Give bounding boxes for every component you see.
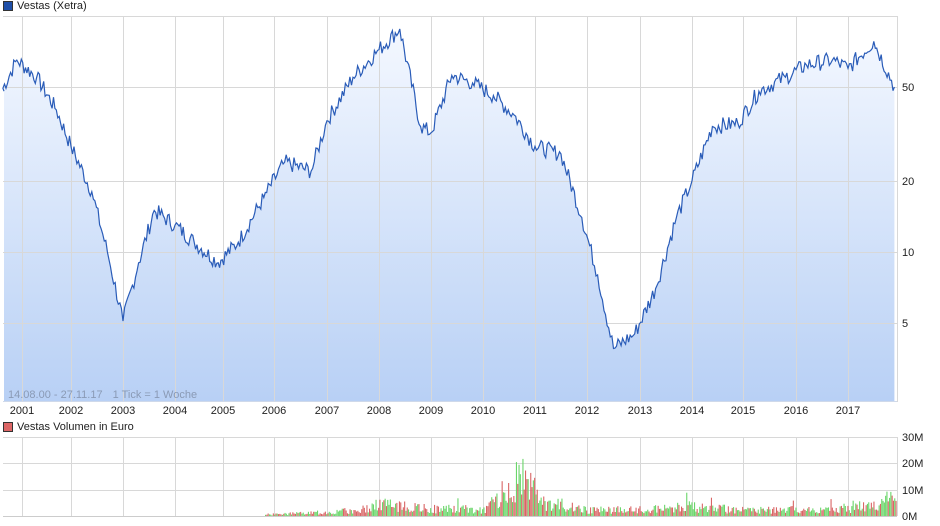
x-tick: 2013 [628, 405, 652, 417]
price-plot [2, 16, 898, 402]
x-tick: 2002 [59, 405, 83, 417]
price-y-tick: 10 [902, 247, 914, 259]
volume-y-tick: 20M [902, 458, 923, 470]
x-tick: 2003 [111, 405, 135, 417]
volume-y-tick: 10M [902, 485, 923, 497]
price-y-axis: 50 20 10 5 [902, 82, 914, 330]
x-tick: 2007 [315, 405, 339, 417]
x-tick: 2009 [419, 405, 443, 417]
volume-legend-swatch [3, 422, 13, 432]
volume-legend-label: Vestas Volumen in Euro [17, 421, 134, 433]
price-y-tick: 50 [902, 82, 914, 94]
x-tick: 2001 [10, 405, 34, 417]
date-range-label: 14.08.00 - 27.11.17 1 Tick = 1 Woche [8, 389, 197, 401]
x-tick: 2017 [836, 405, 860, 417]
x-tick: 2012 [575, 405, 599, 417]
x-tick: 2014 [680, 405, 704, 417]
x-tick: 2005 [211, 405, 235, 417]
price-legend: Vestas (Xetra) [3, 0, 87, 12]
x-axis: 2001 2002 2003 2004 2005 2006 2007 2008 2009 2010… [10, 405, 860, 417]
x-tick: 2016 [784, 405, 808, 417]
x-tick: 2006 [262, 405, 286, 417]
x-tick: 2010 [471, 405, 495, 417]
price-legend-swatch [3, 1, 13, 11]
price-y-tick: 20 [902, 176, 914, 188]
volume-plot [3, 437, 898, 517]
x-tick: 2015 [731, 405, 755, 417]
price-y-tick: 5 [902, 318, 908, 330]
x-tick: 2004 [163, 405, 187, 417]
volume-y-axis: 30M 20M 10M 0M [902, 432, 923, 523]
price-legend-label: Vestas (Xetra) [17, 0, 87, 12]
volume-legend: Vestas Volumen in Euro [3, 421, 134, 433]
volume-y-tick: 30M [902, 432, 923, 444]
x-tick: 2008 [367, 405, 391, 417]
x-tick: 2011 [523, 405, 547, 417]
volume-y-tick: 0M [902, 511, 917, 523]
